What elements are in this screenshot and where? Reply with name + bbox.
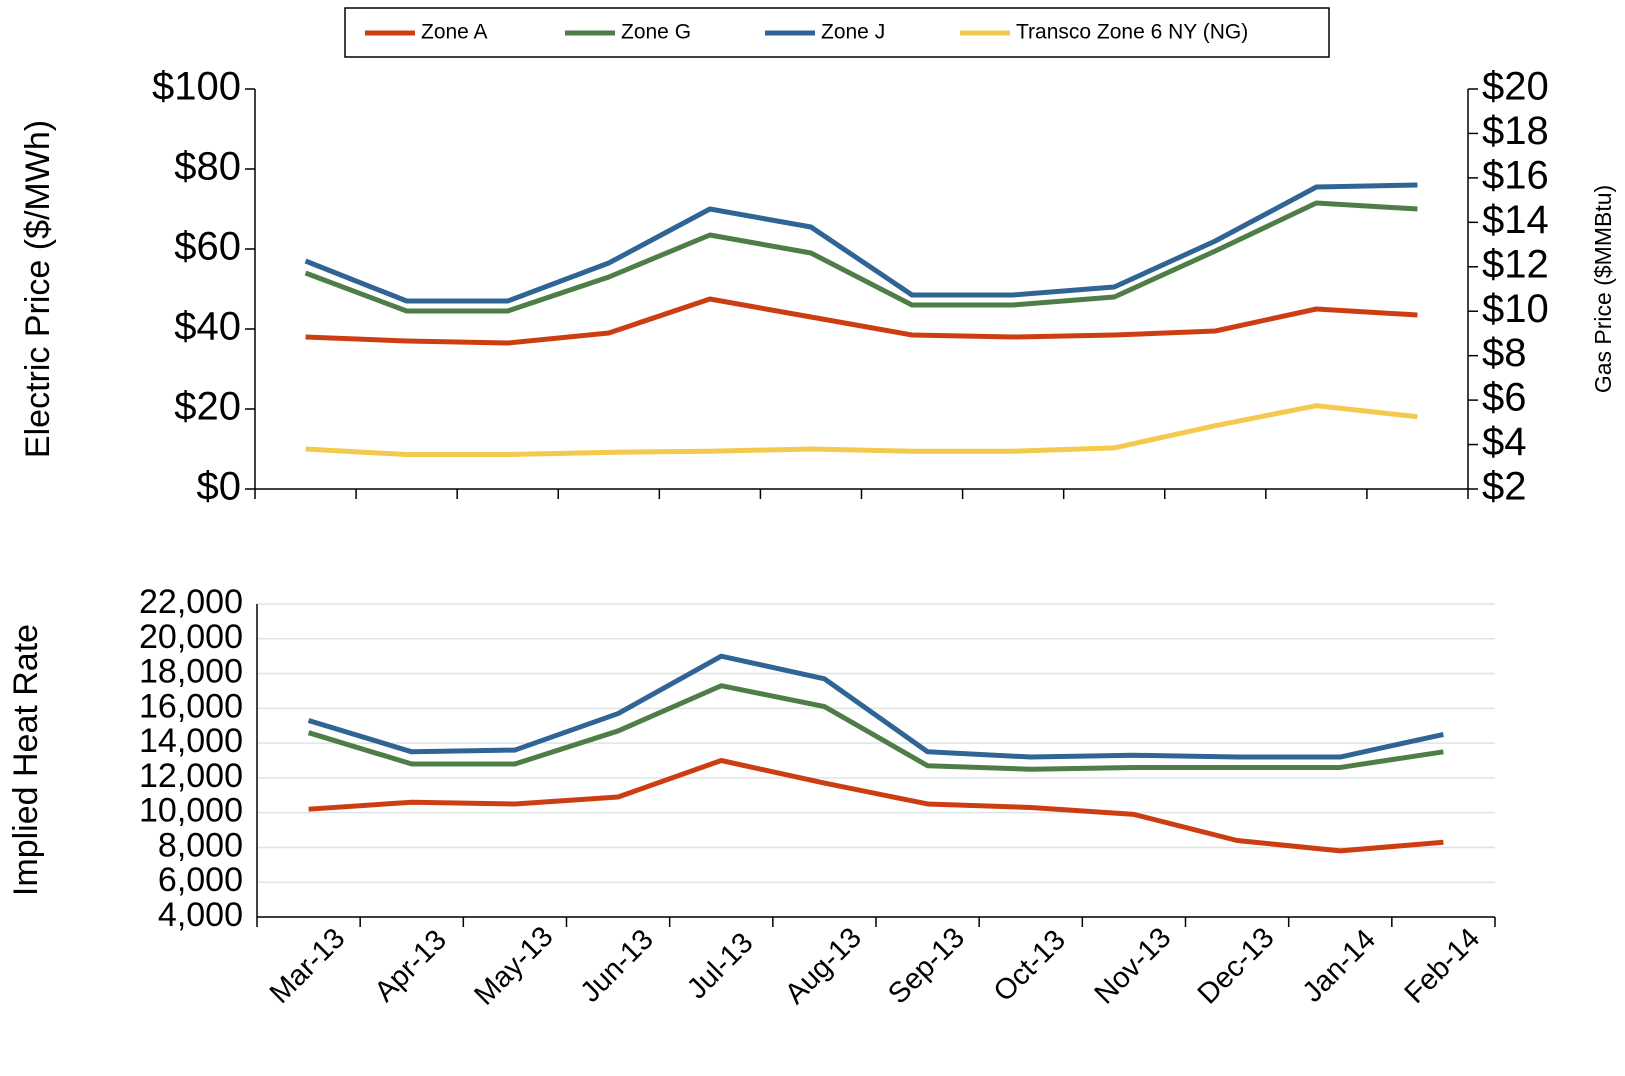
- y2-axis-title: Gas Price ($MMBtu): [1590, 185, 1616, 393]
- y-tick-label: $0: [197, 465, 242, 509]
- y-tick-label: 18,000: [139, 653, 243, 691]
- y2-tick-label: $10: [1482, 287, 1549, 331]
- series-line: [304, 200, 1418, 314]
- y2-tick-label: $16: [1482, 153, 1549, 197]
- series-line: [305, 296, 1418, 346]
- y-tick-label: $20: [174, 385, 241, 429]
- x-tick-label: Aug-13: [779, 922, 868, 1011]
- y-tick-label: 16,000: [139, 687, 243, 725]
- y-tick-label: $100: [152, 65, 241, 109]
- y2-tick-label: $18: [1482, 109, 1549, 153]
- y-tick-label: 4,000: [158, 896, 243, 934]
- y2-tick-label: $20: [1482, 65, 1549, 109]
- legend-box: [344, 7, 1330, 58]
- y-tick-label: $80: [174, 145, 241, 189]
- x-tick-label: Dec-13: [1192, 922, 1281, 1011]
- x-tick-label: Jul-13: [681, 927, 759, 1005]
- x-tick-label: Mar-13: [264, 922, 352, 1010]
- y-tick-label: 22,000: [139, 583, 243, 621]
- x-tick-label: Jan-14: [1297, 923, 1382, 1008]
- series-line: [308, 758, 1444, 854]
- x-tick-label: Nov-13: [1089, 922, 1178, 1011]
- y2-tick-label: $6: [1482, 376, 1527, 420]
- y2-tick-label: $12: [1482, 242, 1549, 286]
- y2-tick-label: $8: [1482, 331, 1527, 375]
- x-tick-label: Sep-13: [882, 922, 971, 1011]
- y2-tick-label: $4: [1482, 420, 1527, 464]
- legend-label: Zone G: [621, 21, 691, 44]
- x-tick-label: Feb-14: [1399, 922, 1487, 1010]
- legend-label: Transco Zone 6 NY (NG): [1016, 21, 1248, 44]
- y-tick-label: 14,000: [139, 722, 243, 760]
- y-tick-label: 8,000: [158, 826, 243, 864]
- y-tick-label: 20,000: [139, 618, 243, 656]
- y-tick-label: 12,000: [139, 757, 243, 795]
- legend-label: Zone J: [821, 21, 885, 44]
- x-tick-label: Oct-13: [988, 924, 1072, 1008]
- y-axis-title: Implied Heat Rate: [7, 624, 45, 896]
- y2-tick-label: $2: [1482, 465, 1527, 509]
- series-line: [307, 683, 1444, 772]
- y-tick-label: $40: [174, 305, 241, 349]
- series-line: [307, 653, 1444, 760]
- y-axis-title: Electric Price ($/MWh): [19, 120, 57, 458]
- y2-tick-label: $14: [1482, 198, 1549, 242]
- y-tick-label: 10,000: [139, 792, 243, 830]
- y-tick-label: 6,000: [158, 861, 243, 899]
- legend-label: Zone A: [421, 21, 488, 44]
- x-tick-label: May-13: [468, 921, 559, 1012]
- y-tick-label: $60: [174, 225, 241, 269]
- x-tick-label: Jun-13: [574, 923, 659, 1008]
- x-tick-label: Apr-13: [369, 924, 453, 1008]
- series-line: [304, 182, 1418, 304]
- series-line: [305, 403, 1418, 458]
